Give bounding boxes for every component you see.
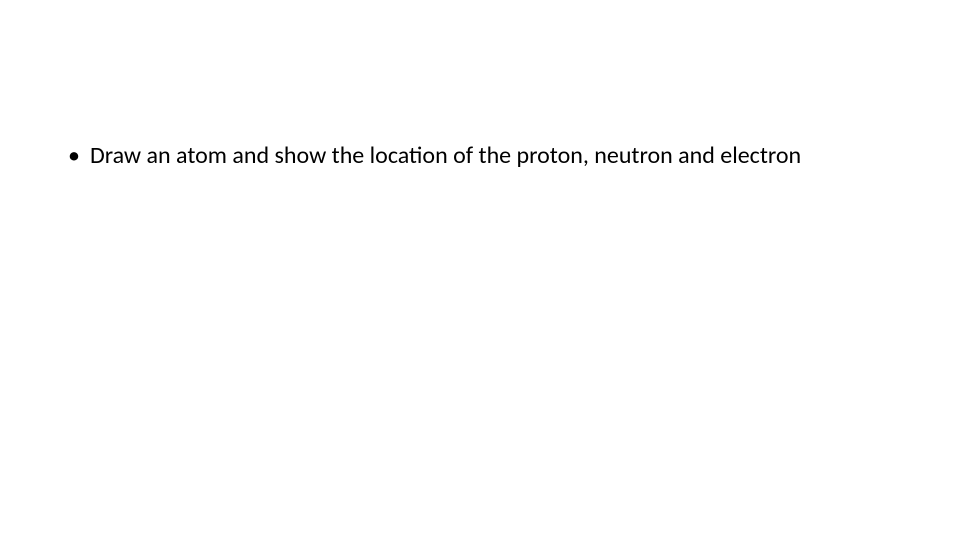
- slide-content-area: • Draw an atom and show the location of …: [68, 140, 892, 171]
- bullet-item: • Draw an atom and show the location of …: [68, 140, 892, 171]
- bullet-text: Draw an atom and show the location of th…: [90, 140, 801, 171]
- bullet-marker: •: [68, 140, 80, 171]
